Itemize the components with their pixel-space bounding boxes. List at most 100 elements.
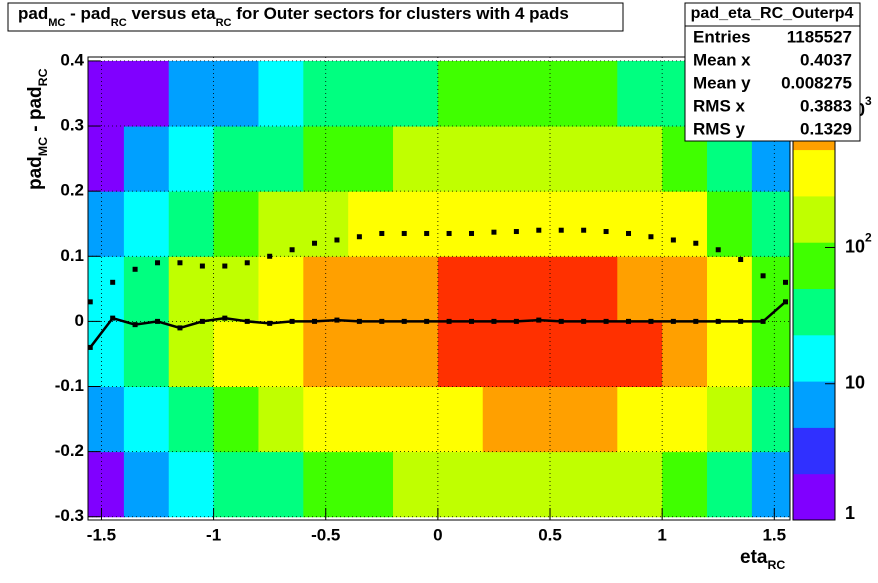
cell (662, 386, 708, 453)
profile-point (334, 237, 340, 243)
cell (751, 321, 790, 388)
profile-point (199, 263, 205, 269)
cell (437, 191, 484, 257)
cell (662, 191, 708, 257)
cell (213, 256, 259, 322)
cell (303, 191, 349, 257)
colorbar-swatch (793, 149, 835, 197)
cell (482, 321, 529, 388)
y-axis-label: padMC - padRC (25, 68, 50, 190)
stats-value: 0.1329 (800, 119, 852, 138)
cell (258, 126, 304, 192)
cell (123, 321, 170, 388)
text-part: eta (740, 547, 768, 568)
cell (437, 126, 484, 192)
profile-point (491, 229, 497, 235)
cell (393, 191, 439, 257)
text-part: - pad (65, 4, 110, 23)
cell (482, 451, 529, 518)
text-part: for Outer sectors for clusters with 4 pa… (232, 4, 569, 23)
profile-point (110, 279, 116, 285)
colorbar-swatch (793, 242, 835, 289)
cell (617, 386, 663, 453)
cell (258, 191, 304, 257)
cell (123, 60, 170, 127)
cell (617, 256, 663, 322)
cell (123, 191, 170, 257)
stats-title: pad_eta_RC_Outerp4 (691, 5, 854, 22)
x-axis-label: etaRC (740, 547, 785, 572)
cell (617, 191, 663, 257)
y-tick-label: 0.4 (60, 50, 84, 69)
profile-point (222, 263, 228, 269)
profile-point (177, 260, 183, 266)
cell (393, 126, 439, 192)
heatmap (88, 60, 790, 518)
overlay: -1.5 -1 -0.5 0 0.5 1 1.5 -0.3 -0.2 -0.1 0 0.1 0.2 0.3… (7, 2, 872, 572)
cell (527, 451, 573, 518)
z-tick-label: 10 (845, 372, 865, 392)
cell (123, 386, 170, 453)
cell (213, 60, 259, 127)
cell (572, 126, 618, 192)
cell (88, 386, 125, 453)
profile-point (267, 253, 273, 259)
profile-point (155, 260, 161, 266)
cell (348, 191, 394, 257)
cell (527, 126, 573, 192)
cell (168, 60, 215, 127)
colorbar-swatch (793, 473, 835, 521)
cell (258, 386, 304, 453)
cell (751, 256, 790, 322)
title-box (7, 2, 624, 32)
cell (482, 256, 529, 322)
profile-point (312, 240, 318, 246)
z-tick-label: 1 (845, 503, 855, 523)
y-tick-label: -0.2 (55, 441, 84, 460)
cell (527, 386, 573, 453)
cell (393, 256, 439, 322)
x-tick-label: 0.5 (538, 525, 562, 544)
stats-key: RMS x (693, 96, 746, 115)
stats-value: 0.008275 (781, 73, 852, 92)
cell (213, 126, 259, 192)
subscript: RC (36, 68, 50, 86)
cell (303, 386, 349, 453)
cell (572, 191, 618, 257)
plot-frame (87, 56, 791, 521)
cell (303, 451, 349, 518)
cell (617, 126, 663, 192)
profile-point (738, 257, 744, 263)
cell (123, 451, 170, 518)
stats-key: Mean y (693, 73, 751, 92)
stats-value: 1185527 (787, 27, 852, 46)
profile-point (446, 230, 452, 236)
stats-value: 0.4037 (800, 50, 852, 69)
profile-point (379, 230, 385, 236)
cell (617, 451, 663, 518)
text-part: pad (25, 156, 46, 190)
profile-point (648, 234, 654, 240)
cell (393, 386, 439, 453)
cell (393, 60, 439, 127)
profile-point (670, 237, 676, 243)
z-tick-label: 102 (845, 231, 872, 257)
y-tick-label: 0.1 (60, 246, 84, 265)
subscript: RC (216, 17, 232, 29)
cell (482, 126, 529, 192)
cell (348, 321, 394, 388)
cell (662, 256, 708, 322)
cell (393, 451, 439, 518)
cell (258, 321, 304, 388)
colorbar-swatch (793, 195, 835, 243)
subscript: RC (111, 17, 127, 29)
y-tick-label: 0 (75, 311, 84, 330)
profile-point (87, 299, 93, 305)
x-tick-label: -1.5 (87, 525, 116, 544)
cell (213, 451, 259, 518)
cell (617, 321, 663, 388)
cell (437, 60, 484, 127)
chart-title: padMC - padRC versus etaRC for Outer sec… (18, 4, 569, 28)
cell (707, 321, 753, 388)
